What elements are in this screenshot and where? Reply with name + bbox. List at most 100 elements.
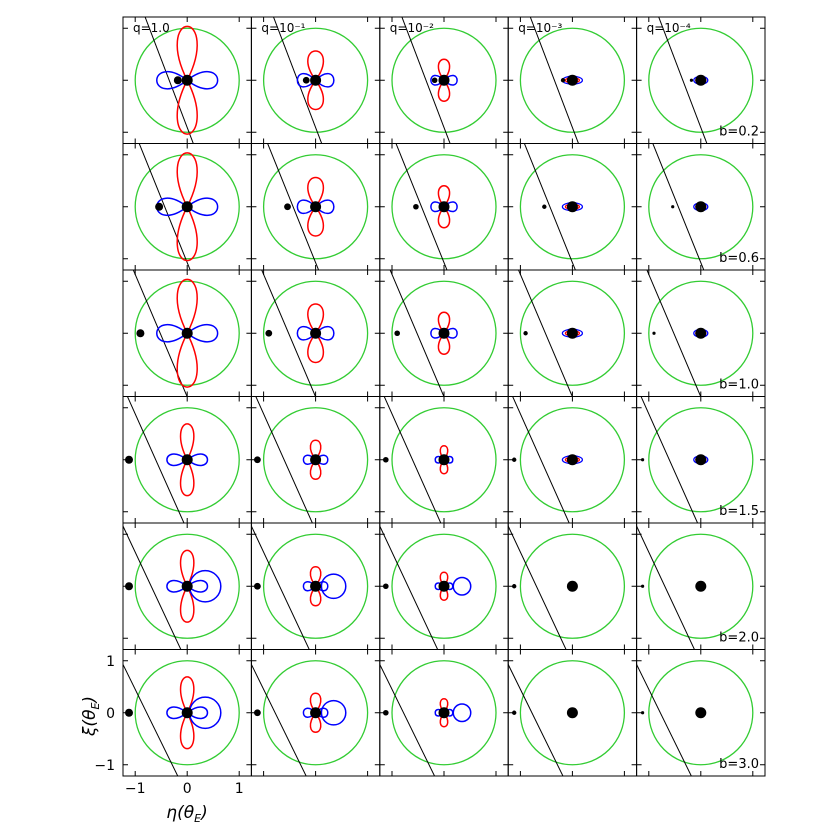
companion-lens bbox=[431, 77, 438, 84]
source-trajectory bbox=[123, 524, 182, 650]
einstein-ring bbox=[134, 660, 240, 766]
source-trajectory bbox=[517, 270, 573, 397]
source-trajectory bbox=[132, 270, 188, 397]
primary-lens bbox=[438, 74, 450, 86]
x-axis-label: η(θE) bbox=[166, 803, 207, 825]
panel-content bbox=[508, 524, 626, 650]
einstein-ring bbox=[519, 533, 626, 639]
einstein-ring bbox=[648, 280, 754, 386]
positive-contours bbox=[307, 303, 325, 364]
panel-ticks bbox=[508, 17, 637, 144]
panel-r3-c3 bbox=[507, 396, 638, 524]
panel-content bbox=[636, 660, 754, 776]
panel-content bbox=[254, 396, 369, 523]
panel-ticks bbox=[379, 523, 509, 650]
source-trajectory bbox=[251, 663, 307, 776]
negative-contours bbox=[302, 454, 329, 465]
positive-contours bbox=[309, 566, 322, 607]
companion-lens bbox=[641, 584, 645, 588]
panel-r3-c2 bbox=[379, 396, 509, 524]
panel-content bbox=[391, 143, 497, 270]
negative-contours bbox=[156, 71, 219, 90]
einstein-ring bbox=[519, 407, 626, 513]
panel-content bbox=[646, 270, 754, 397]
negative-contours bbox=[166, 696, 222, 730]
primary-lens bbox=[181, 327, 193, 339]
source-trajectory bbox=[383, 396, 442, 523]
column-label-q: q=10⁻⁴ bbox=[647, 21, 691, 35]
negative-contours bbox=[166, 569, 222, 603]
primary-lens bbox=[566, 707, 578, 719]
companion-lens bbox=[125, 582, 133, 591]
panel-content bbox=[262, 143, 369, 270]
panel-r0-c2: q=10⁻² bbox=[379, 16, 509, 144]
panel-content bbox=[379, 524, 497, 650]
source-trajectory bbox=[508, 524, 567, 650]
einstein-ring bbox=[391, 27, 497, 133]
panel-content bbox=[125, 396, 240, 523]
panel-ticks bbox=[636, 270, 765, 397]
einstein-ring bbox=[134, 27, 240, 133]
panel-content bbox=[636, 524, 754, 650]
panel-ticks bbox=[636, 143, 765, 270]
panel-content bbox=[389, 270, 497, 397]
panel-r4-c2 bbox=[379, 522, 509, 650]
panel-ticks bbox=[123, 396, 252, 523]
positive-contours bbox=[307, 50, 325, 111]
panel-ticks bbox=[123, 649, 252, 776]
panel-r2-c0 bbox=[122, 269, 252, 397]
companion-lens bbox=[641, 711, 645, 715]
negative-contours bbox=[296, 199, 335, 215]
row-label-b: b=1.0 bbox=[719, 378, 759, 393]
panel-r5-c1 bbox=[250, 649, 381, 777]
panel-ticks bbox=[251, 523, 380, 650]
einstein-ring bbox=[134, 280, 240, 386]
companion-lens bbox=[560, 78, 566, 83]
einstein-ring bbox=[391, 407, 497, 513]
source-trajectory bbox=[523, 143, 576, 270]
source-trajectory bbox=[401, 17, 451, 144]
positive-contours bbox=[309, 439, 322, 480]
einstein-ring bbox=[391, 533, 497, 639]
companion-lens bbox=[254, 456, 261, 464]
primary-lens bbox=[310, 580, 322, 592]
companion-lens bbox=[512, 584, 517, 589]
panel-r4-c4: b=2.0 bbox=[636, 522, 766, 650]
source-trajectory bbox=[389, 270, 445, 397]
einstein-ring bbox=[262, 407, 369, 513]
source-trajectory bbox=[261, 270, 317, 397]
panel-content bbox=[123, 524, 240, 650]
column-label-q: q=10⁻³ bbox=[518, 21, 562, 35]
companion-lens bbox=[173, 76, 182, 85]
companion-lens bbox=[284, 203, 291, 211]
positive-contours bbox=[179, 423, 195, 497]
panel-content bbox=[519, 143, 626, 270]
einstein-ring bbox=[648, 660, 754, 766]
primary-lens bbox=[310, 74, 322, 86]
y-tick-label: 1 bbox=[106, 654, 115, 670]
panel-ticks bbox=[508, 649, 637, 776]
primary-lens bbox=[566, 454, 578, 466]
companion-lens bbox=[125, 708, 133, 717]
primary-lens bbox=[566, 580, 578, 592]
einstein-ring bbox=[648, 27, 754, 133]
primary-lens bbox=[181, 201, 193, 213]
companion-lens bbox=[155, 202, 164, 211]
positive-contours bbox=[179, 676, 195, 750]
companion-lens bbox=[542, 204, 547, 209]
panel-ticks bbox=[379, 649, 509, 776]
companion-lens bbox=[254, 582, 261, 590]
primary-lens bbox=[181, 74, 193, 86]
panel-content bbox=[251, 660, 369, 776]
panel-ticks bbox=[636, 396, 765, 523]
einstein-ring bbox=[262, 280, 369, 386]
primary-lens bbox=[438, 580, 450, 592]
negative-contours bbox=[430, 74, 458, 86]
primary-lens bbox=[695, 74, 707, 86]
panel-r5-c2 bbox=[379, 649, 509, 777]
panel-ticks bbox=[636, 17, 765, 144]
source-trajectory bbox=[652, 143, 705, 270]
einstein-ring bbox=[519, 280, 626, 386]
positive-contours bbox=[437, 311, 451, 355]
panel-content bbox=[648, 143, 754, 270]
